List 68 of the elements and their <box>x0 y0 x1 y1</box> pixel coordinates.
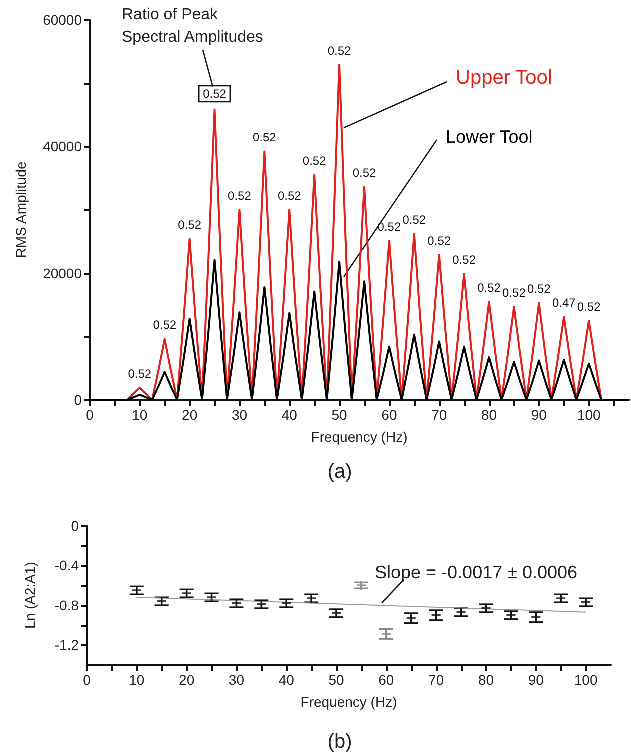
x-tick-label: 100 <box>577 407 601 423</box>
point <box>532 612 541 622</box>
x-tick-label: 20 <box>179 672 195 688</box>
x-axis-title: Frequency (Hz) <box>311 429 408 445</box>
y-tick-label: -1.2 <box>54 637 80 654</box>
point <box>257 600 266 609</box>
y-tick-label: 0 <box>71 518 80 534</box>
annotation: 0.52 <box>178 218 202 232</box>
text: Upper Tool <box>456 67 552 89</box>
point <box>456 608 466 617</box>
point <box>432 610 441 620</box>
x-tick-label: 40 <box>282 407 298 423</box>
x-tick-label: 70 <box>428 672 444 688</box>
x-tick-label: 40 <box>278 672 295 688</box>
annotation: 0.52 <box>527 282 552 296</box>
point <box>406 614 416 623</box>
x-tick-label: 20 <box>182 407 198 423</box>
text: Lower Tool <box>446 127 533 147</box>
x-tick-label: 90 <box>528 672 544 688</box>
annotation: 0.52 <box>128 366 152 381</box>
x-tick-label: 80 <box>478 672 494 688</box>
annotation: Slope = -0.0017 ± 0.0006 <box>375 562 578 583</box>
x-tick-label: 50 <box>328 672 345 688</box>
x-tick-label: 80 <box>481 407 498 423</box>
y-tick-label: 0 <box>74 392 82 408</box>
annotation: 0.52 <box>302 154 327 168</box>
annotation: 0.52 <box>402 213 426 228</box>
y-axis-title: RMS Amplitude <box>13 162 29 258</box>
point <box>332 608 342 618</box>
text: (b) <box>328 731 352 753</box>
x-tick-label: 90 <box>531 407 548 423</box>
annotation: 0.52 <box>577 300 602 314</box>
annotation: 0.52 <box>203 86 227 101</box>
x-tick-label: 10 <box>129 672 145 688</box>
annotation: 0.52 <box>278 189 302 203</box>
annotation: Ratio of Peak Spectral Amplitudes <box>122 6 264 46</box>
x-tick-label: 60 <box>382 407 398 423</box>
annotation: 0.47 <box>552 296 576 310</box>
point <box>157 596 166 606</box>
x-tick-label: 0 <box>86 407 94 423</box>
annotation: 0.52 <box>252 130 277 145</box>
x-tick-label: 60 <box>378 672 394 688</box>
y-axis-title: Ln (A2:A1) <box>22 562 38 629</box>
x-axis-title: Frequency (Hz) <box>300 694 398 710</box>
y-tick-label: -0.4 <box>54 558 80 574</box>
x-tick-label: 30 <box>232 407 248 423</box>
y-tick-label: 20000 <box>43 265 82 282</box>
annotation: 0.52 <box>153 318 177 332</box>
annotation: 0.52 <box>428 234 452 248</box>
point <box>482 604 491 613</box>
annotation: 0.52 <box>478 280 502 295</box>
annotation: 0.52 <box>352 166 376 180</box>
annotation: 0.52 <box>228 189 252 203</box>
x-tick-label: 100 <box>574 672 598 688</box>
text: (a) <box>328 461 352 483</box>
y-tick-label: 60000 <box>43 12 82 28</box>
x-tick-label: 30 <box>228 672 245 688</box>
x-tick-label: 50 <box>332 407 348 423</box>
y-tick-label: -0.8 <box>54 597 80 614</box>
x-tick-label: 70 <box>432 407 448 423</box>
annotation: 0.52 <box>328 44 352 58</box>
point <box>382 630 391 639</box>
y-tick-label: 40000 <box>43 138 82 155</box>
annotation: 0.52 <box>502 286 526 300</box>
point <box>356 581 366 590</box>
annotation: 0.52 <box>452 252 476 267</box>
point <box>506 610 516 620</box>
x-tick-label: 10 <box>132 407 148 423</box>
